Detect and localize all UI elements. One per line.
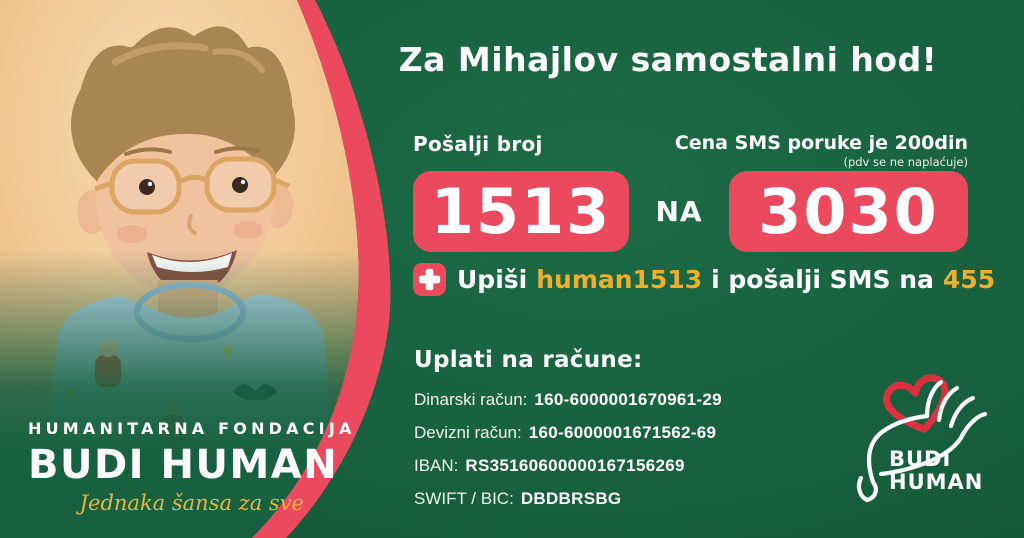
heart-in-hand-icon	[856, 374, 988, 503]
accounts-title: Uplati na račune:	[414, 347, 643, 373]
account-label: Dinarski račun:	[414, 390, 528, 409]
photo-illustration	[0, 0, 359, 538]
red-ribbon-arc	[252, 0, 391, 538]
child-photo	[0, 0, 391, 538]
account-label: IBAN:	[414, 456, 459, 475]
alt-middle: i pošalji SMS na	[711, 265, 934, 294]
logo-line1: BUDI	[889, 447, 952, 471]
foundation-name: HUMANITARNA FONDACIJA	[28, 419, 356, 438]
foundation-tagline: Jednaka šansa za sve	[79, 491, 304, 515]
alt-sms-row: Upiši human1513 i pošalji SMS na 455	[413, 263, 995, 296]
sms-price-note: (pdv se ne naplaćuje)	[843, 155, 968, 169]
sms-price-block: Cena SMS poruke je 200din (pdv se ne nap…	[675, 132, 968, 169]
logo-line2: HUMAN	[889, 470, 984, 494]
foundation-block: HUMANITARNA FONDACIJA BUDI HUMAN Jednaka…	[28, 419, 356, 515]
sms-labels-row: Pošalji broj Cena SMS poruke je 200din (…	[413, 132, 968, 169]
alt-sms-text: Upiši human1513 i pošalji SMS na 455	[457, 265, 995, 294]
sms-price-label: Cena SMS poruke je 200din	[674, 132, 968, 154]
account-label: Devizni račun:	[414, 423, 522, 442]
account-row-dinarski: Dinarski račun: 160-6000001670961-29	[414, 390, 722, 410]
sms-destination-box: 3030	[729, 171, 968, 252]
account-row-iban: IBAN: RS35160600000167156269	[414, 456, 722, 476]
logo-wordmark: BUDI HUMAN	[889, 448, 983, 494]
account-value: DBDBRSBG	[520, 489, 622, 508]
account-value: 160-6000001671562-69	[528, 423, 717, 442]
na-label: NA	[655, 195, 703, 228]
send-number-label: Pošalji broj	[413, 132, 543, 156]
account-value: 160-6000001670961-29	[534, 390, 722, 409]
account-value: RS35160600000167156269	[465, 456, 685, 475]
bank-accounts-block: Uplati na račune: Dinarski račun: 160-600…	[414, 347, 722, 522]
budi-human-logo: BUDI HUMAN	[843, 352, 999, 512]
campaign-title: Za Mihajlov samostalni hod!	[398, 40, 938, 79]
alt-keyword: human1513	[536, 265, 703, 294]
medical-cross-icon	[413, 263, 446, 296]
alt-number: 455	[942, 265, 996, 294]
account-label: SWIFT / BIC:	[414, 489, 514, 508]
alt-prefix: Upiši	[457, 265, 528, 294]
sms-code-box: 1513	[413, 171, 629, 252]
account-row-swift: SWIFT / BIC: DBDBRSBG	[414, 489, 722, 509]
account-row-devizni: Devizni račun: 160-6000001671562-69	[414, 423, 722, 443]
foundation-title: BUDI HUMAN	[28, 442, 339, 488]
sms-number-row: 1513 NA 3030	[413, 171, 968, 252]
